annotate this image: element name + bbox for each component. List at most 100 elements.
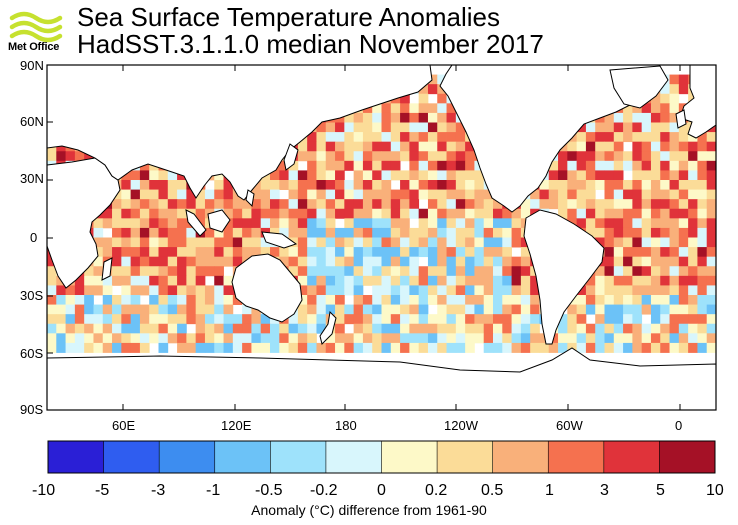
anomaly-cell bbox=[604, 275, 615, 286]
anomaly-cell bbox=[195, 333, 206, 344]
anomaly-cell bbox=[585, 189, 596, 200]
anomaly-cell bbox=[595, 285, 605, 296]
anomaly-cell bbox=[669, 323, 680, 334]
anomaly-cell bbox=[195, 323, 206, 334]
anomaly-cell bbox=[576, 141, 587, 152]
anomaly-cell bbox=[409, 304, 420, 315]
anomaly-cell bbox=[325, 189, 336, 200]
anomaly-cell bbox=[93, 304, 104, 315]
anomaly-cell bbox=[279, 323, 289, 334]
anomaly-cell bbox=[437, 151, 447, 162]
anomaly-cell bbox=[437, 333, 447, 344]
anomaly-cell bbox=[669, 275, 680, 286]
anomaly-cell bbox=[344, 227, 355, 238]
anomaly-cell bbox=[697, 199, 708, 210]
anomaly-cell bbox=[474, 314, 485, 325]
anomaly-cell bbox=[595, 237, 605, 248]
anomaly-cell bbox=[623, 103, 633, 114]
anomaly-cell bbox=[223, 208, 234, 219]
anomaly-cell bbox=[678, 314, 689, 325]
anomaly-cell bbox=[530, 285, 540, 296]
anomaly-cell bbox=[455, 275, 466, 286]
anomaly-cell bbox=[446, 323, 457, 334]
anomaly-cell bbox=[502, 208, 512, 219]
anomaly-cell bbox=[195, 237, 206, 248]
land-masses bbox=[47, 65, 716, 410]
anomaly-cell bbox=[279, 256, 289, 267]
anomaly-cell bbox=[316, 141, 327, 152]
anomaly-cell bbox=[437, 247, 447, 258]
anomaly-cell bbox=[381, 323, 392, 334]
colorbar-swatch bbox=[548, 441, 605, 473]
anomaly-cell bbox=[409, 160, 420, 171]
colorbar-swatch bbox=[103, 441, 160, 473]
anomaly-cell bbox=[316, 122, 327, 133]
anomaly-cell bbox=[74, 333, 85, 344]
anomaly-cell bbox=[585, 304, 596, 315]
greenland-land bbox=[609, 65, 669, 109]
anomaly-cell bbox=[232, 227, 243, 238]
anomaly-cell bbox=[400, 189, 410, 200]
anomaly-cell bbox=[530, 333, 540, 344]
anomaly-cell bbox=[139, 170, 150, 181]
anomaly-cell bbox=[511, 218, 522, 229]
anomaly-cell bbox=[576, 208, 587, 219]
anomaly-cell bbox=[706, 275, 716, 286]
anomaly-cell bbox=[632, 160, 643, 171]
anomaly-cell bbox=[344, 112, 355, 123]
anomaly-cell bbox=[56, 285, 66, 296]
anomaly-cell bbox=[678, 180, 689, 190]
colorbar-label: -5 bbox=[95, 482, 110, 499]
anomaly-cell bbox=[567, 170, 578, 181]
anomaly-cell bbox=[344, 266, 355, 277]
anomaly-cell bbox=[558, 342, 568, 353]
anomaly-cell bbox=[139, 227, 150, 238]
anomaly-cell bbox=[576, 199, 587, 210]
anomaly-cell bbox=[409, 122, 420, 133]
anomaly-cell bbox=[585, 295, 596, 305]
anomaly-cell bbox=[158, 275, 169, 286]
anomaly-cell bbox=[400, 93, 410, 104]
anomaly-cell bbox=[65, 295, 76, 305]
anomaly-cell bbox=[102, 333, 113, 344]
anomaly-cell bbox=[149, 180, 159, 190]
anomaly-cell bbox=[353, 275, 364, 286]
anomaly-cell bbox=[158, 247, 169, 258]
anomaly-cell bbox=[669, 218, 680, 229]
anomaly-cell bbox=[186, 256, 197, 267]
anomaly-cell bbox=[455, 170, 466, 181]
anomaly-cell bbox=[297, 342, 308, 353]
colorbar-label: -3 bbox=[151, 482, 166, 499]
anomaly-cell bbox=[288, 266, 299, 277]
anomaly-cell bbox=[400, 333, 410, 344]
logo-text: Met Office bbox=[8, 41, 60, 53]
anomaly-cell bbox=[446, 333, 457, 344]
anomaly-cell bbox=[613, 256, 624, 267]
anomaly-cell bbox=[353, 170, 364, 181]
anomaly-cell bbox=[585, 151, 596, 162]
anomaly-cell bbox=[400, 227, 410, 238]
anomaly-cell bbox=[613, 151, 624, 162]
anomaly-cell bbox=[697, 275, 708, 286]
anomaly-cell bbox=[474, 247, 485, 258]
anomaly-cell bbox=[158, 237, 169, 248]
anomaly-cell bbox=[139, 237, 150, 248]
anomaly-cell bbox=[520, 266, 531, 277]
anomaly-cell bbox=[74, 285, 85, 296]
anomaly-cell bbox=[483, 314, 494, 325]
anomaly-cell bbox=[576, 132, 587, 143]
anomaly-cell bbox=[223, 256, 234, 267]
anomaly-cell bbox=[604, 170, 615, 181]
anomaly-cell bbox=[307, 208, 317, 219]
anomaly-cell bbox=[279, 342, 289, 353]
anomaly-cell bbox=[604, 323, 615, 334]
anomaly-cell bbox=[242, 342, 252, 353]
anomaly-cell bbox=[316, 247, 327, 258]
anomaly-cell bbox=[511, 237, 522, 248]
anomaly-cell bbox=[270, 189, 280, 200]
anomaly-cell bbox=[437, 256, 447, 267]
anomaly-cell bbox=[604, 180, 615, 190]
anomaly-cell bbox=[353, 141, 364, 152]
anomaly-cell bbox=[307, 132, 317, 143]
anomaly-cell bbox=[288, 227, 299, 238]
